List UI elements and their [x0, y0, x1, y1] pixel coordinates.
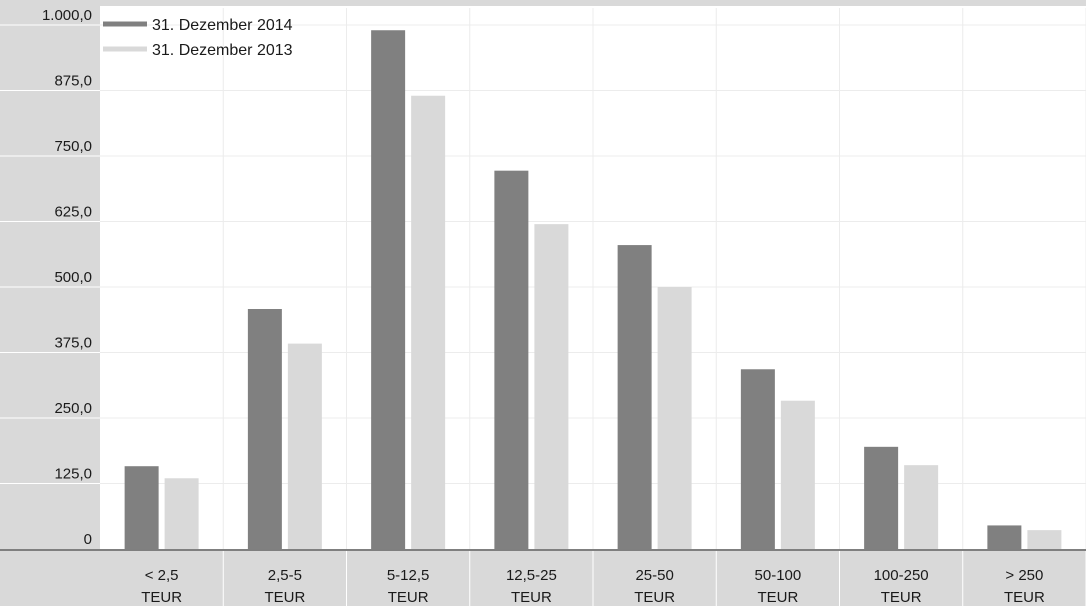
- x-tick-label: TEUR: [757, 589, 798, 606]
- bar-2013: [534, 224, 569, 549]
- legend-swatch: [103, 46, 147, 52]
- x-axis-band: [0, 550, 1086, 606]
- y-tick-label: 875,0: [54, 73, 92, 90]
- bar-2014: [494, 170, 529, 549]
- bar-2013: [657, 287, 692, 549]
- x-tick-label: 25-50: [635, 567, 673, 584]
- bar-2013: [164, 478, 199, 549]
- y-tick-label: 375,0: [54, 335, 92, 352]
- bar-2014: [740, 369, 775, 549]
- legend-entry: 31. Dezember 2013: [152, 42, 293, 59]
- bar-2014: [864, 446, 899, 549]
- bar-2014: [371, 30, 406, 550]
- x-tick-label: 2,5-5: [268, 567, 302, 584]
- bar-2013: [287, 343, 322, 549]
- y-tick-label: 0: [84, 531, 92, 548]
- y-axis-band: [0, 6, 100, 550]
- legend-swatch: [103, 21, 147, 27]
- bar-2013: [411, 95, 446, 550]
- y-tick-label: 625,0: [54, 204, 92, 221]
- bar-2014: [124, 466, 159, 549]
- x-tick-label: 50-100: [755, 567, 802, 584]
- x-tick-label: 5-12,5: [387, 567, 430, 584]
- y-tick-label: 750,0: [54, 138, 92, 155]
- x-axis-labels: < 2,5 TEUR 2,5-5 TEUR 5-12,5 TEUR 12,5-25 TEUR 2…: [141, 567, 1045, 606]
- x-tick-label: > 250: [1005, 567, 1043, 584]
- top-band: [0, 0, 1086, 6]
- bar-2014: [617, 245, 652, 549]
- bar-2013: [904, 465, 939, 549]
- x-tick-label: TEUR: [141, 589, 182, 606]
- legend: 31. Dezember 2014 31. Dezember 2013: [103, 17, 293, 59]
- x-tick-label: TEUR: [634, 589, 675, 606]
- y-tick-label: 125,0: [54, 466, 92, 483]
- x-tick-label: TEUR: [388, 589, 429, 606]
- bar-2014: [987, 525, 1022, 549]
- y-tick-label: 250,0: [54, 400, 92, 417]
- x-tick-label: TEUR: [1004, 589, 1045, 606]
- x-tick-label: 12,5-25: [506, 567, 557, 584]
- y-tick-label: 1.000,0: [42, 7, 92, 24]
- x-tick-label: TEUR: [881, 589, 922, 606]
- bar-2013: [780, 400, 815, 549]
- bars: [124, 30, 1062, 550]
- x-tick-label: 100-250: [874, 567, 929, 584]
- legend-entry: 31. Dezember 2014: [152, 17, 293, 34]
- bar-2013: [1027, 530, 1062, 549]
- y-axis-ticks: 0 125,0 250,0 375,0 500,0 625,0 750,0 875,0 1.00…: [42, 7, 92, 548]
- x-tick-label: TEUR: [511, 589, 552, 606]
- bar-2014: [247, 309, 282, 549]
- x-tick-label: TEUR: [264, 589, 305, 606]
- y-tick-label: 500,0: [54, 269, 92, 286]
- x-tick-label: < 2,5: [145, 567, 179, 584]
